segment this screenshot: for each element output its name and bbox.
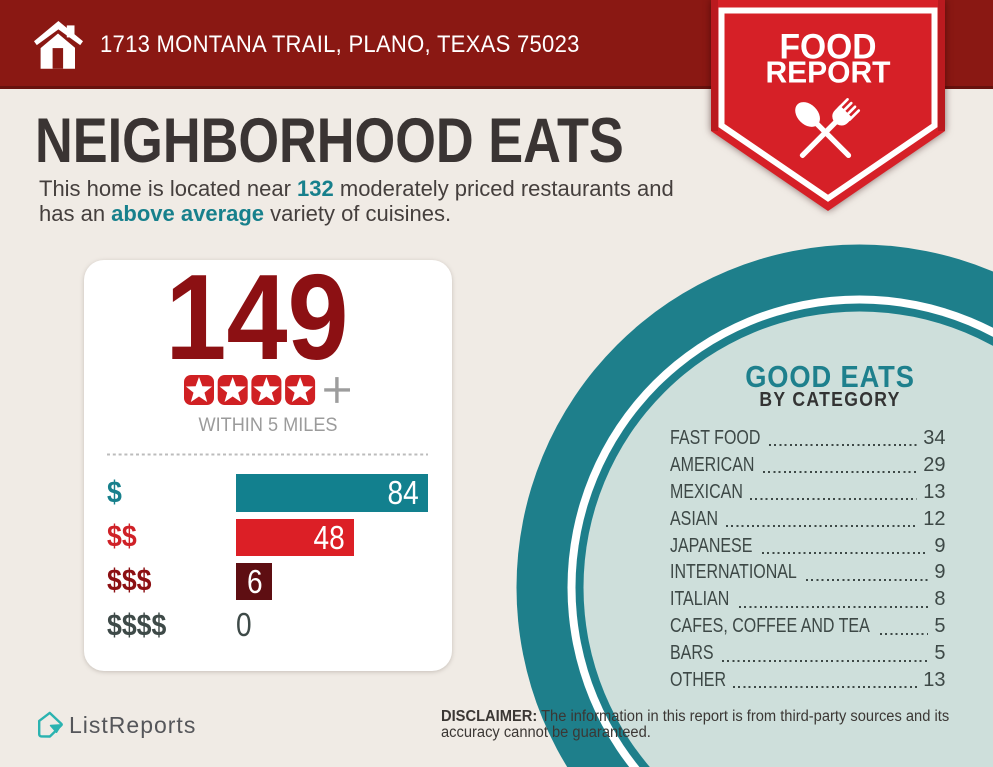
svg-text:REPORT: REPORT xyxy=(766,55,891,90)
svg-text:FOOD: FOOD xyxy=(780,27,877,66)
